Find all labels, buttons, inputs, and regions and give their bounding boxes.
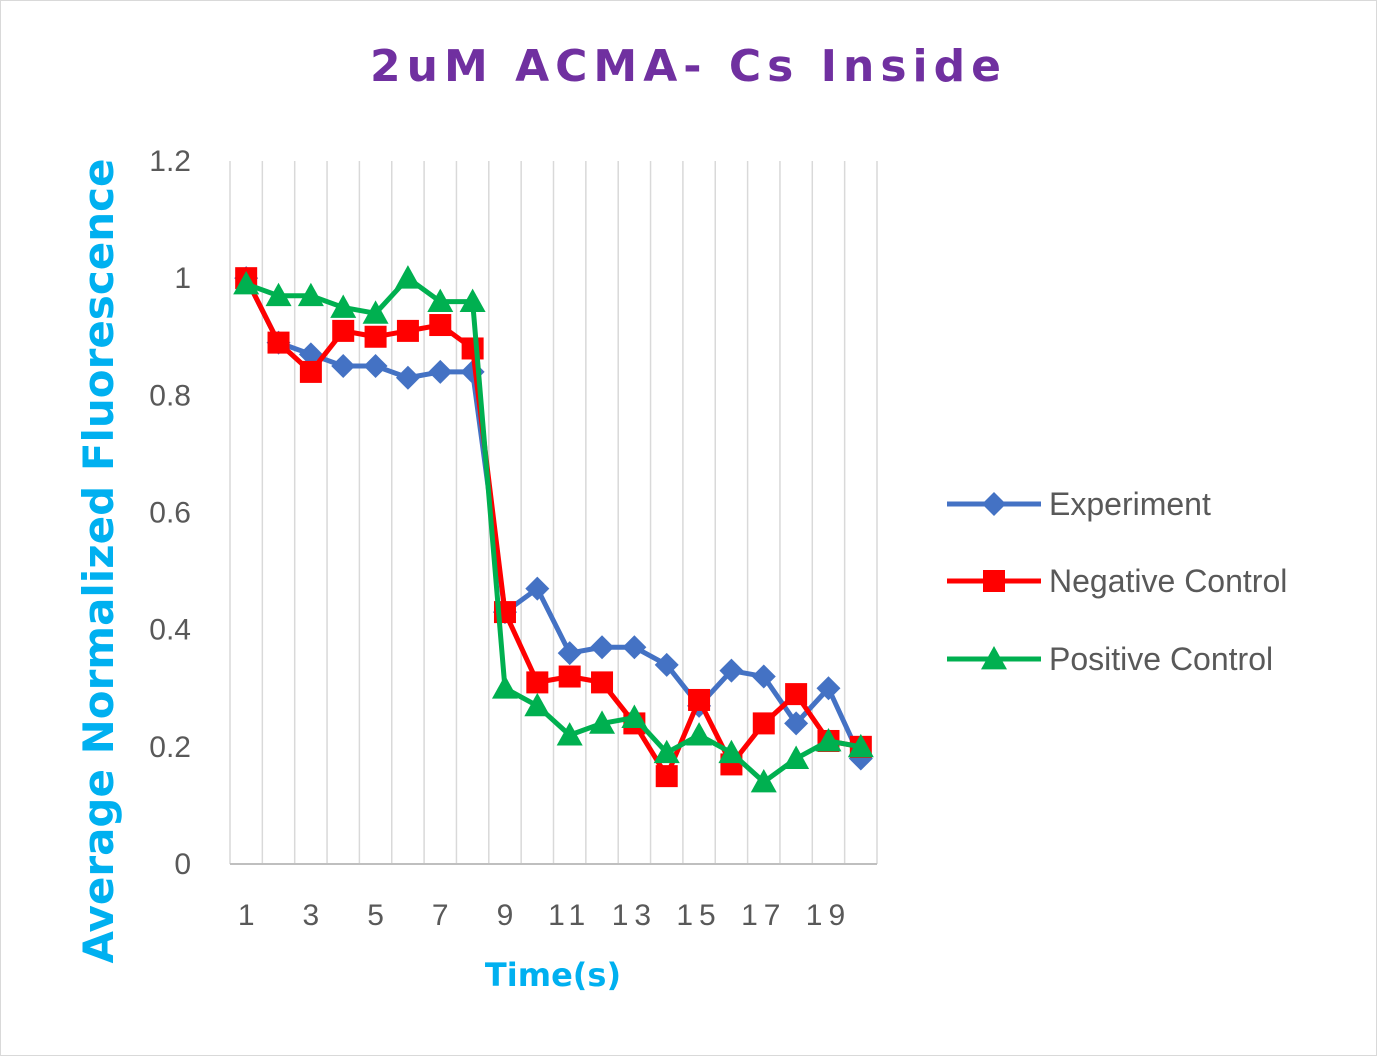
data-point — [332, 319, 355, 342]
legend-label: Experiment — [1049, 486, 1211, 522]
data-point — [557, 641, 582, 666]
data-point — [816, 676, 841, 701]
data-point — [751, 664, 776, 689]
x-tick-label: 7 — [432, 899, 449, 932]
data-point — [267, 331, 290, 354]
data-point — [784, 711, 809, 736]
data-point — [331, 354, 356, 379]
data-point — [525, 576, 550, 601]
legend-marker — [981, 646, 1007, 670]
data-point — [265, 282, 292, 307]
data-point — [364, 325, 387, 348]
x-tick-label: 19 — [806, 899, 851, 932]
legend-entry: Negative Control — [947, 563, 1287, 599]
series-positive-control — [233, 265, 874, 793]
data-point — [459, 288, 486, 312]
data-point — [394, 265, 421, 289]
y-axis-title: Average Normalized Fluorescence — [74, 158, 123, 963]
data-point — [718, 739, 745, 764]
data-point — [396, 319, 419, 342]
series-group — [233, 265, 874, 793]
data-point — [427, 288, 454, 312]
data-point — [558, 665, 581, 688]
legend-label: Negative Control — [1049, 563, 1287, 599]
data-point — [752, 712, 775, 735]
legend: Experiment Negative Control Positive Contr… — [947, 486, 1287, 677]
gridlines — [229, 161, 878, 864]
data-point — [785, 683, 808, 706]
data-point — [299, 360, 322, 383]
data-point — [688, 688, 711, 711]
y-tick-label: 0 — [174, 848, 191, 881]
data-point — [589, 710, 616, 734]
x-tick-label: 15 — [676, 899, 721, 932]
legend-entry: Experiment — [947, 486, 1211, 522]
data-point — [686, 722, 713, 746]
data-point — [524, 692, 551, 717]
data-point — [719, 658, 744, 683]
y-tick-label: 0.2 — [149, 731, 191, 764]
y-tick-label: 1 — [174, 262, 191, 295]
data-point — [461, 337, 484, 360]
data-point — [622, 635, 647, 660]
x-tick-label: 11 — [548, 899, 591, 932]
data-point — [429, 314, 452, 337]
data-point — [330, 294, 357, 318]
data-point — [815, 727, 842, 752]
data-point — [655, 765, 678, 788]
x-tick-label: 17 — [741, 899, 786, 932]
legend-marker — [983, 570, 1005, 592]
legend-entry: Positive Control — [947, 641, 1273, 677]
legend-marker — [982, 492, 1006, 516]
data-point — [556, 722, 583, 746]
data-point — [750, 768, 777, 793]
y-tick-label: 0.8 — [149, 379, 191, 412]
x-tick-label: 3 — [303, 899, 320, 932]
chart-title: 2uM ACMA- Cs Inside — [370, 41, 1007, 92]
data-point — [363, 354, 388, 379]
x-tick-label: 13 — [612, 899, 657, 932]
data-point — [428, 359, 453, 384]
data-point — [847, 733, 874, 758]
series-negative-control — [235, 267, 872, 788]
x-tick-label: 9 — [497, 899, 514, 932]
data-point — [297, 282, 324, 307]
data-point — [653, 739, 680, 764]
y-tick-label: 1.2 — [149, 145, 191, 178]
data-point — [233, 271, 260, 295]
y-tick-label: 0.6 — [149, 497, 191, 530]
data-point — [362, 300, 389, 324]
data-point — [590, 635, 615, 660]
x-axis-title: Time(s) — [485, 956, 621, 994]
x-tick-label: 1 — [238, 899, 255, 932]
data-point — [654, 652, 679, 677]
tick-labels: 00.20.40.60.811.21 3 5 7 9 11 13 15 17 19 — [149, 145, 851, 932]
y-tick-label: 0.4 — [149, 614, 191, 647]
data-point — [783, 745, 810, 769]
data-point — [621, 704, 648, 728]
data-point — [526, 671, 549, 694]
data-point — [491, 675, 518, 699]
legend-label: Positive Control — [1049, 641, 1273, 677]
x-tick-label: 5 — [367, 899, 384, 932]
data-point — [591, 671, 614, 694]
data-point — [395, 365, 420, 390]
